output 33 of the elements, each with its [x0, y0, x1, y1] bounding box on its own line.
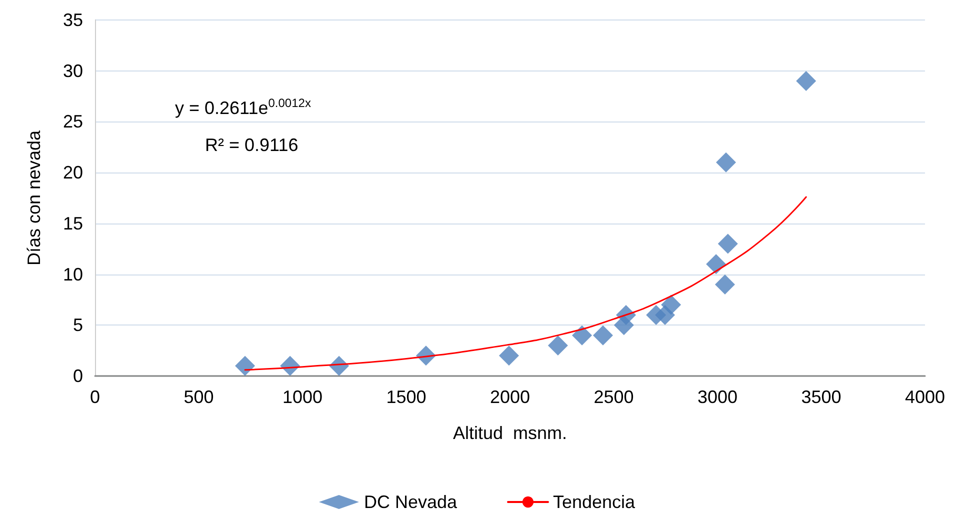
y-tick-label: 35 — [62, 10, 83, 30]
x-tick-label: 3000 — [697, 387, 738, 407]
x-tick-label: 2000 — [490, 387, 530, 407]
y-tick-label: 25 — [62, 112, 83, 132]
point — [498, 346, 519, 366]
y-tick-label: 10 — [62, 264, 83, 284]
point — [548, 335, 568, 356]
x-tick-label: 3500 — [801, 387, 842, 407]
legend-label: Tendencia — [552, 492, 636, 512]
point — [706, 254, 726, 274]
y-axis-title: Días con nevada — [24, 129, 44, 266]
y-tick-label: 20 — [62, 162, 83, 183]
annotation: R² = 0.9116 — [205, 135, 298, 155]
point — [796, 71, 816, 92]
x-axis-title: Altitud msnm. — [452, 423, 568, 443]
legend-label: DC Nevada — [364, 492, 458, 512]
point — [714, 274, 735, 294]
x-tick-label: 1500 — [386, 387, 426, 407]
x-tick-label: 4000 — [904, 387, 946, 407]
point — [661, 294, 682, 315]
x-tick-label: 0 — [90, 387, 100, 407]
y-tick-label: 5 — [72, 315, 83, 336]
point — [716, 152, 736, 172]
x-tick-label: 500 — [184, 387, 214, 407]
point — [572, 325, 592, 346]
point — [235, 356, 256, 376]
y-tick-label: 15 — [62, 213, 83, 234]
y-tick-label: 0 — [72, 366, 83, 386]
x-tick-label: 2500 — [594, 387, 634, 407]
point — [718, 234, 738, 254]
point — [592, 325, 613, 346]
y-tick-label: 30 — [62, 60, 83, 81]
x-tick-label: 1000 — [282, 387, 323, 407]
